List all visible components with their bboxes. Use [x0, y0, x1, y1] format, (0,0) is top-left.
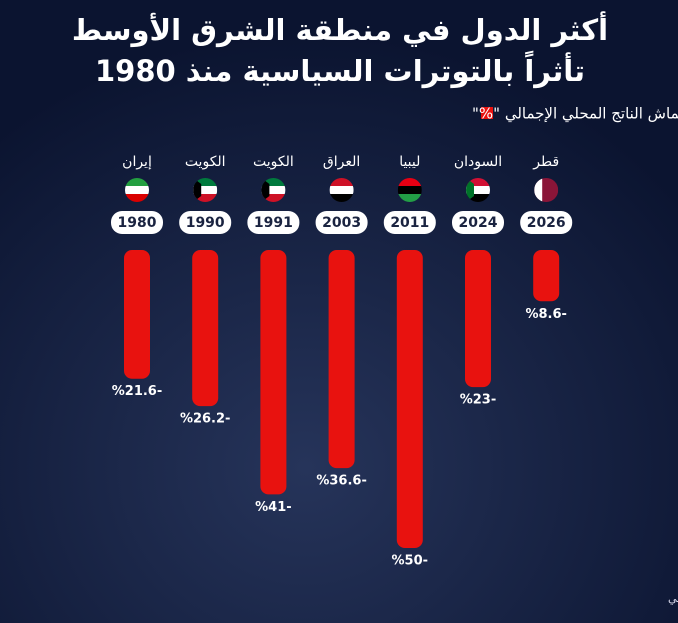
legend-label: انكماش الناتج المحلي الإجمالي "%" — [472, 105, 678, 124]
bar — [328, 250, 355, 469]
flag — [466, 178, 490, 202]
year-pill — [111, 211, 163, 234]
flag-stripe — [397, 178, 422, 187]
year-label: 1990 — [186, 215, 225, 231]
category-label: قطر — [532, 154, 559, 170]
flag-stripe — [329, 186, 354, 195]
legend-swatch — [481, 107, 493, 119]
flag-stripe — [329, 178, 354, 187]
flag-stripe — [125, 186, 149, 195]
value-label: %36.6- — [316, 474, 367, 489]
bar — [533, 250, 560, 302]
value-label: %21.6- — [112, 384, 163, 399]
category-label: العراق — [323, 154, 360, 170]
flag — [329, 178, 354, 202]
source: المصدر: بيانات صندوق النقد الدولي — [668, 592, 678, 605]
year-label: 1980 — [118, 215, 157, 231]
year-label: 2011 — [390, 215, 429, 231]
flag-stripe — [534, 178, 559, 187]
bar — [396, 250, 423, 548]
year-pill — [452, 211, 504, 234]
chart-title: أكثر الدول في منطقة الشرق الأوسط — [72, 11, 608, 47]
year-label: 2026 — [527, 215, 566, 231]
flag-stripe — [261, 178, 270, 202]
category-label: الكويت — [253, 154, 294, 170]
value-label: %26.2- — [180, 412, 231, 427]
flag-stripe — [193, 178, 202, 202]
flag-stripe — [261, 178, 286, 187]
flag — [193, 178, 218, 202]
flag-stripe — [193, 186, 218, 195]
flag-stripe — [193, 194, 218, 202]
flag-stripe — [261, 186, 286, 195]
year-pill — [520, 211, 573, 234]
flag-stripe — [397, 194, 422, 202]
flag — [125, 178, 149, 202]
flag — [534, 178, 559, 202]
year-label: 2024 — [459, 215, 498, 231]
flag-stripe — [534, 186, 559, 195]
flag-stripe — [193, 178, 218, 187]
flag-stripe — [397, 186, 422, 195]
year-pill — [383, 211, 436, 234]
flag-stripe — [466, 178, 474, 202]
flag-stripe — [261, 194, 286, 202]
flag — [261, 178, 286, 202]
year-pill — [179, 211, 232, 234]
bar — [192, 250, 219, 407]
value-label: %8.6- — [525, 307, 566, 322]
flag-stripe — [466, 178, 490, 187]
flag-stripe — [534, 194, 559, 202]
flag-stripe — [329, 194, 354, 202]
year-label: 2003 — [322, 215, 361, 231]
flag-stripe — [125, 194, 149, 202]
flag-stripe — [466, 186, 490, 195]
chart-title: تأثراً بالتوترات السياسية منذ 1980 — [95, 51, 585, 88]
category-label: ليبيا — [399, 154, 420, 170]
category-label: إيران — [122, 154, 152, 170]
value-label: %41- — [255, 500, 292, 515]
flag-stripe — [534, 178, 543, 202]
bar — [260, 250, 287, 495]
flag-stripe — [466, 194, 490, 202]
category-label: السودان — [454, 154, 502, 170]
year-pill — [315, 211, 368, 234]
year-pill — [247, 211, 300, 234]
value-label: %50- — [392, 554, 429, 569]
bar — [124, 250, 150, 379]
category-label: الكويت — [185, 154, 226, 170]
flag-stripe — [125, 178, 149, 187]
value-label: %23- — [460, 393, 497, 408]
flag — [397, 178, 422, 202]
year-label: 1991 — [254, 215, 293, 231]
bar — [465, 250, 491, 388]
